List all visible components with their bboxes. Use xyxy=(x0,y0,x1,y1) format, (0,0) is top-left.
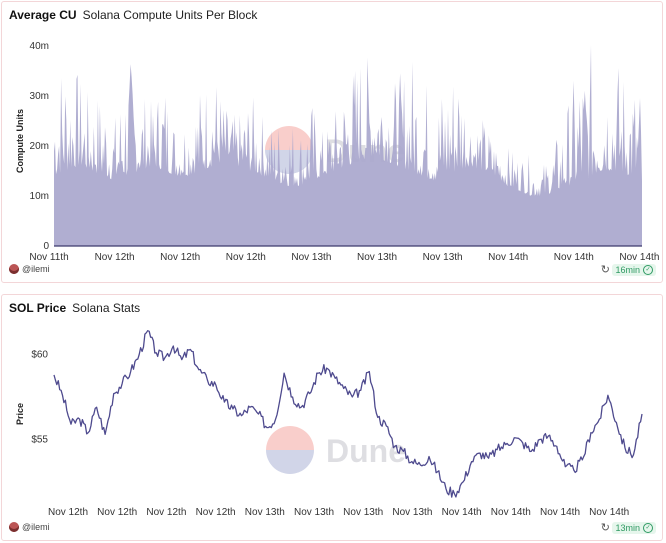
cu-y-tick-label: 30m xyxy=(30,91,49,102)
cu-x-tick-label: Nov 13th xyxy=(423,252,463,263)
cu-chart-panel: Average CU Solana Compute Units Per Block… xyxy=(1,1,663,283)
dune-wordmark: Dune xyxy=(326,433,406,469)
price-x-tick-label: Nov 12th xyxy=(146,507,186,518)
price-x-tick-label: Nov 12th xyxy=(196,507,236,518)
dune-watermark: Dune xyxy=(266,426,406,474)
price-author[interactable]: @ilemi xyxy=(9,522,50,532)
price-panel-footer: @ilemi ↻ 13min ✓ xyxy=(2,518,662,540)
author-name: @ilemi xyxy=(22,522,50,532)
cu-y-tick-label: 0 xyxy=(43,241,49,252)
price-line-series xyxy=(53,330,643,498)
cu-updated-badge: 16min ✓ xyxy=(612,264,656,276)
cu-updated-text: 16min xyxy=(615,265,640,275)
cu-y-axis-label: Compute Units xyxy=(15,109,25,173)
cu-chart-title: Average CU xyxy=(9,8,77,22)
cu-panel-footer: @ilemi ↻ 16min ✓ xyxy=(2,260,662,282)
price-x-tick-label: Nov 14th xyxy=(442,507,482,518)
price-chart-panel: SOL Price Solana Stats Dune $55 $60 Price No… xyxy=(1,294,663,541)
refresh-icon[interactable]: ↻ xyxy=(600,264,610,276)
price-x-tick-label: Nov 14th xyxy=(491,507,531,518)
price-panel-title: SOL Price Solana Stats xyxy=(9,301,140,315)
price-x-tick-label: Nov 13th xyxy=(392,507,432,518)
cu-y-tick-label: 20m xyxy=(30,141,49,152)
price-x-tick-label: Nov 14th xyxy=(589,507,629,518)
cu-x-tick-label: Nov 12th xyxy=(226,252,266,263)
avatar xyxy=(9,522,19,532)
price-y-tick-label: $55 xyxy=(31,435,48,446)
cu-area-series xyxy=(54,45,642,247)
refresh-icon[interactable]: ↻ xyxy=(600,522,610,534)
price-chart-subtitle: Solana Stats xyxy=(72,301,141,315)
author-name: @ilemi xyxy=(22,264,50,274)
price-x-tick-label: Nov 13th xyxy=(343,507,383,518)
cu-author[interactable]: @ilemi xyxy=(9,264,50,274)
price-x-tick-label: Nov 12th xyxy=(48,507,88,518)
cu-x-tick-label: Nov 12th xyxy=(160,252,200,263)
cu-x-tick-label: Nov 12th xyxy=(95,252,135,263)
price-x-tick-label: Nov 14th xyxy=(540,507,580,518)
check-icon: ✓ xyxy=(643,265,653,275)
cu-x-tick-label: Nov 13th xyxy=(357,252,397,263)
price-y-tick-label: $60 xyxy=(31,350,48,361)
cu-x-tick-label: Nov 13th xyxy=(291,252,331,263)
price-line-chart: Dune $55 $60 Price Nov 12th Nov 12th Nov 12th… xyxy=(15,330,643,518)
dune-logo-top xyxy=(266,426,314,450)
check-icon: ✓ xyxy=(643,523,653,533)
cu-chart-subtitle: Solana Compute Units Per Block xyxy=(82,8,258,22)
cu-panel-title: Average CU Solana Compute Units Per Block xyxy=(9,8,257,22)
cu-y-tick-label: 10m xyxy=(30,191,49,202)
cu-y-tick-label: 40m xyxy=(30,41,49,52)
price-x-tick-label: Nov 13th xyxy=(294,507,334,518)
price-x-tick-label: Nov 12th xyxy=(97,507,137,518)
cu-x-tick-label: Nov 14th xyxy=(488,252,528,263)
cu-x-tick-label: Nov 14th xyxy=(554,252,594,263)
price-updated-text: 13min xyxy=(615,523,640,533)
price-chart-title: SOL Price xyxy=(9,301,67,315)
price-y-axis-label: Price xyxy=(15,403,25,425)
dune-logo-top xyxy=(265,126,313,150)
cu-x-tick-label: Nov 11th xyxy=(29,252,68,263)
avatar xyxy=(9,264,19,274)
dune-logo-bottom xyxy=(266,450,314,474)
cu-x-tick-label: Nov 14th xyxy=(619,252,659,263)
price-updated-badge: 13min ✓ xyxy=(612,522,656,534)
price-x-tick-label: Nov 13th xyxy=(245,507,285,518)
